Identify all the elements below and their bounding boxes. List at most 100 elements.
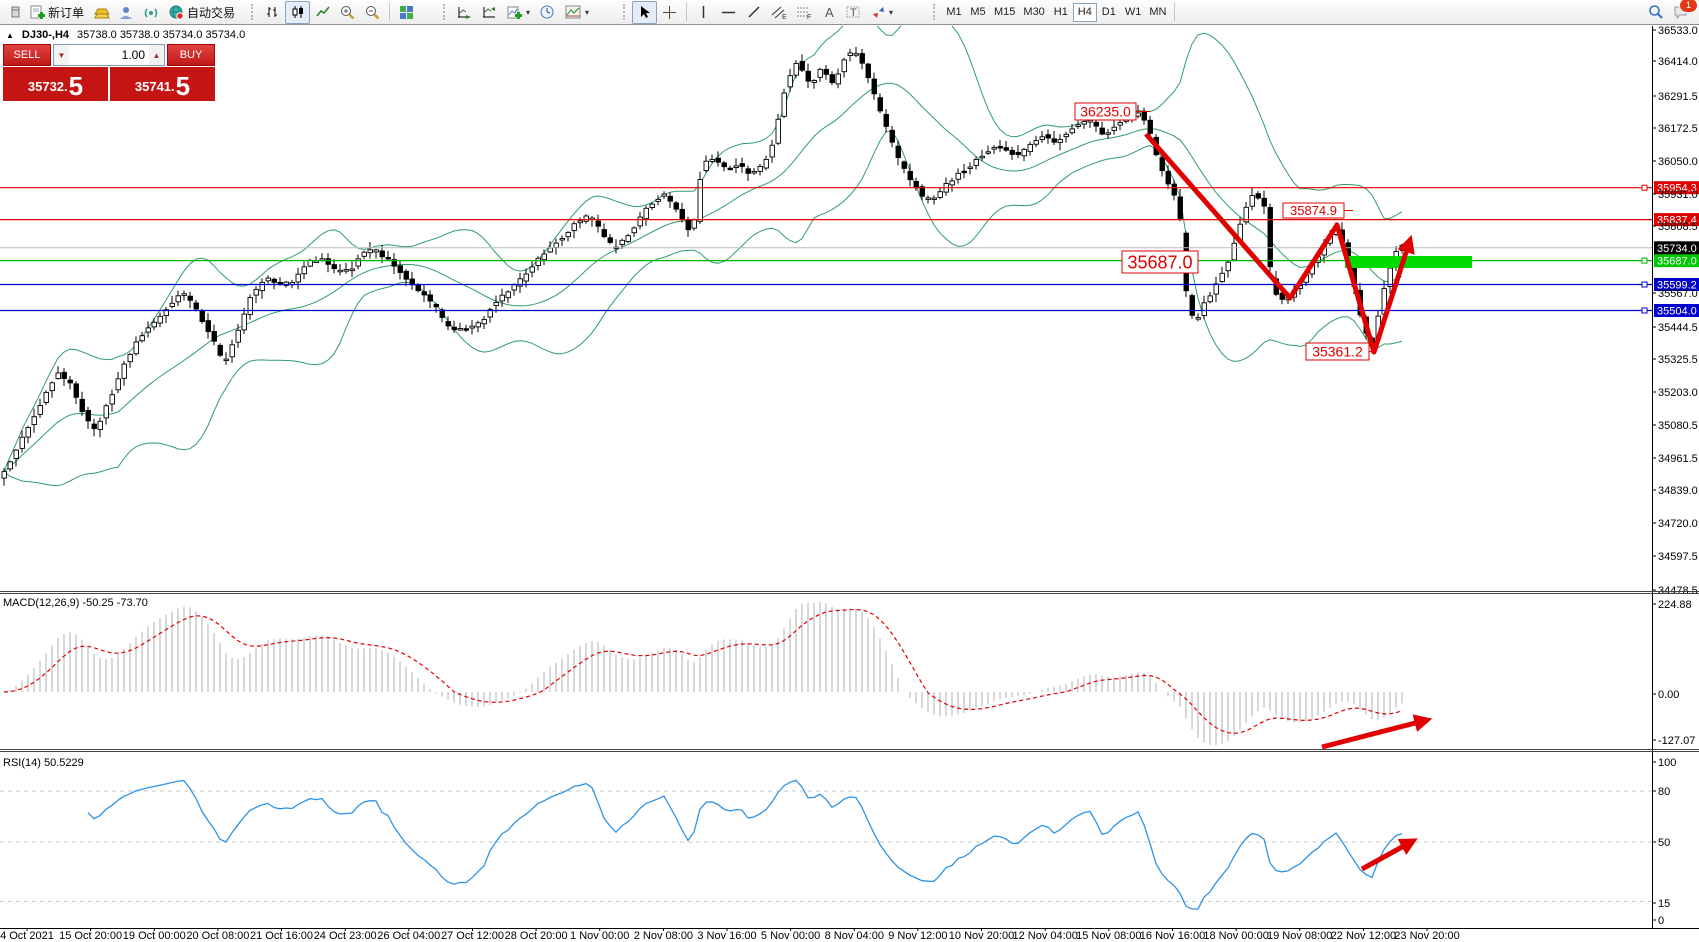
bull-candle: [577, 220, 583, 224]
bull-candle: [247, 297, 253, 315]
bull-candle: [241, 313, 247, 331]
bull-candle: [925, 197, 931, 200]
bear-candle: [607, 237, 613, 243]
price-axis-tick-label: 35080.5: [1658, 420, 1698, 432]
date-axis-label: 24 Oct 23:00: [314, 930, 377, 942]
bull-candle: [1111, 126, 1117, 131]
crosshair-icon[interactable]: [657, 1, 682, 24]
arrows-tool-button[interactable]: ▾: [866, 1, 898, 24]
trendline-tool-icon[interactable]: [741, 1, 766, 24]
price-axis-tick-label: 36414.0: [1658, 56, 1698, 68]
toolbar-grip[interactable]: [443, 4, 449, 20]
tile-windows-icon[interactable]: [394, 1, 419, 24]
bull-candle: [1117, 122, 1123, 126]
bull-candle: [733, 165, 739, 168]
chart-canvas[interactable]: 35954.3 35837.4 35687.0 35599.2 35504.0 35734…: [0, 26, 1699, 942]
indicators-button[interactable]: ▾: [502, 1, 535, 24]
volume-increase-button[interactable]: ▲: [149, 45, 164, 65]
bear-candle: [403, 270, 409, 280]
contacts-icon[interactable]: [114, 1, 139, 24]
signal-icon[interactable]: [139, 1, 164, 24]
bull-candle: [841, 59, 847, 73]
bull-candle: [1057, 138, 1063, 143]
toolbar-grip[interactable]: [933, 4, 939, 20]
date-axis-label: 23 Nov 20:00: [1394, 930, 1459, 942]
text-tool-icon[interactable]: A: [816, 1, 841, 24]
bear-candle: [895, 145, 901, 159]
toolbar: 新订单 自动交易: [0, 0, 1699, 25]
bear-candle: [679, 208, 685, 220]
bear-candle: [961, 170, 967, 174]
price-axis-tick-label: 35931.0: [1658, 189, 1698, 201]
bull-candle: [133, 341, 139, 355]
equidistant-channel-tool-icon[interactable]: E: [766, 1, 791, 24]
tab-timeframe-d1[interactable]: D1: [1097, 3, 1121, 22]
toolbar-grip[interactable]: [623, 4, 629, 20]
bull-candle: [127, 353, 133, 363]
market-watch-icon[interactable]: [0, 1, 25, 24]
bull-candle: [1201, 302, 1207, 316]
bar-chart-mode-icon[interactable]: [260, 1, 285, 24]
zoom-in-icon[interactable]: [335, 1, 360, 24]
horizontal-line-tool-icon[interactable]: [716, 1, 741, 24]
templates-button[interactable]: ▾: [560, 1, 594, 24]
buy-button[interactable]: BUY: [167, 44, 215, 66]
vertical-line-tool-icon[interactable]: [691, 1, 716, 24]
tab-timeframe-h1[interactable]: H1: [1049, 3, 1073, 22]
rsi-axis-tick-label: 50: [1658, 837, 1670, 849]
bear-candle: [823, 68, 829, 75]
bull-candle: [1069, 128, 1075, 134]
tab-timeframe-m15[interactable]: M15: [990, 3, 1019, 22]
search-icon[interactable]: [1643, 1, 1668, 24]
gold-icon[interactable]: [89, 1, 114, 24]
buy-price-display[interactable]: 35741. 5: [110, 67, 215, 101]
notifications-button[interactable]: 1: [1668, 0, 1698, 24]
price-tag-box[interactable]: [1121, 250, 1199, 274]
svg-text:E: E: [782, 14, 787, 20]
bear-candle: [271, 278, 277, 283]
new-order-button[interactable]: 新订单: [25, 1, 89, 24]
macd-trend-arrow[interactable]: [1321, 714, 1433, 750]
toolbar-grip[interactable]: [251, 4, 257, 20]
tab-timeframe-w1[interactable]: W1: [1121, 3, 1146, 22]
bull-candle: [115, 378, 121, 391]
fibonacci-tool-icon[interactable]: F: [791, 1, 816, 24]
volume-input[interactable]: [69, 45, 149, 65]
cursor-icon[interactable]: [632, 0, 657, 24]
tab-timeframe-mn[interactable]: MN: [1145, 3, 1170, 22]
sell-button[interactable]: SELL: [3, 44, 51, 66]
bull-candle: [1027, 143, 1033, 153]
sell-price-display[interactable]: 35732. 5: [3, 67, 108, 101]
bear-candle: [673, 202, 679, 210]
one-click-collapse-arrow[interactable]: ▲: [6, 30, 14, 40]
text-label-tool-icon[interactable]: T: [841, 1, 866, 24]
auto-trading-button[interactable]: 自动交易: [164, 1, 240, 24]
level-line-handle[interactable]: [1641, 307, 1648, 314]
chart-shift-icon[interactable]: [477, 1, 502, 24]
bear-candle: [379, 250, 385, 258]
tab-timeframe-m30[interactable]: M30: [1019, 3, 1048, 22]
green-highlight-band[interactable]: [1345, 256, 1472, 268]
bull-candle: [967, 166, 973, 169]
level-line-handle[interactable]: [1641, 281, 1648, 288]
bear-candle: [799, 61, 805, 71]
tab-timeframe-m5[interactable]: M5: [966, 3, 990, 22]
zoom-out-icon[interactable]: [360, 1, 385, 24]
candlestick-mode-icon[interactable]: [285, 0, 310, 24]
line-chart-mode-icon[interactable]: [310, 1, 335, 24]
tab-timeframe-m1[interactable]: M1: [942, 3, 966, 22]
volume-decrease-button[interactable]: ▼: [54, 45, 69, 65]
bull-candle: [295, 273, 301, 283]
period-clock-icon[interactable]: [535, 1, 560, 24]
bull-candle: [1387, 267, 1393, 287]
level-line-handle[interactable]: [1641, 257, 1648, 264]
trend-zigzag-arrow[interactable]: [1144, 132, 1415, 355]
current-price-badge-label: 35734.0: [1657, 243, 1697, 255]
bear-candle: [667, 195, 673, 202]
tab-timeframe-h4[interactable]: H4: [1072, 2, 1097, 22]
level-line-handle[interactable]: [1641, 184, 1648, 191]
rsi-trend-arrow[interactable]: [1360, 838, 1418, 872]
bull-candle: [145, 327, 151, 333]
bull-candle: [151, 321, 157, 328]
auto-scroll-icon[interactable]: [452, 1, 477, 24]
